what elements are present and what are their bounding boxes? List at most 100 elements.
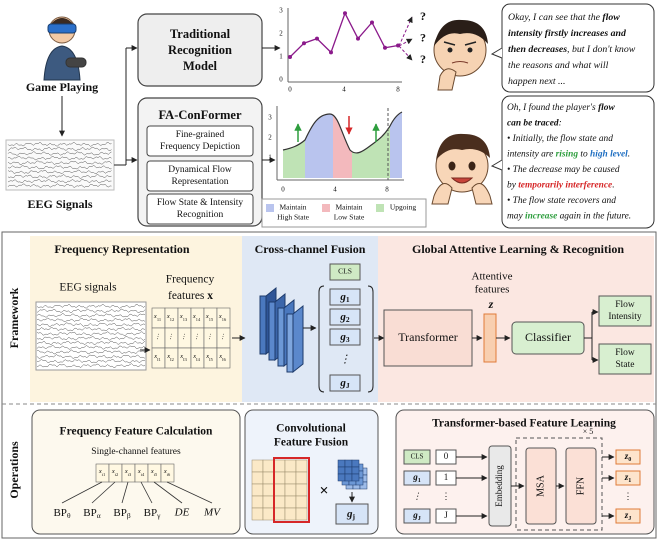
eeg-trace — [7, 165, 112, 170]
text-segment: the reasons and what will — [508, 60, 609, 71]
speech-line: • The flow state recovers and — [507, 195, 616, 206]
y-tick-label: 1 — [268, 154, 272, 162]
grid-cell — [262, 483, 275, 497]
mouth — [450, 177, 474, 184]
speech-line: may increase again in the future. — [507, 211, 631, 222]
eeg-trace — [36, 359, 146, 364]
grid-cell — [284, 495, 297, 509]
feature-cell-label: xi3 — [124, 468, 132, 477]
kernel-cell — [351, 459, 360, 468]
text-segment: temporarily interference — [518, 181, 612, 191]
trend-point — [329, 50, 333, 55]
label-base: x — [163, 468, 167, 475]
module-label: Representation — [172, 177, 229, 187]
token-box — [329, 328, 361, 346]
eeg-trace — [7, 183, 112, 189]
legend-swatch — [376, 204, 384, 212]
label-base: g — [339, 291, 346, 303]
output-label: State — [616, 360, 635, 370]
traditional-model-label: Recognition — [168, 43, 232, 57]
y-tick-label: 0 — [279, 76, 283, 84]
brow — [443, 41, 477, 46]
token-box — [329, 374, 361, 392]
state-region — [390, 112, 402, 178]
y-tick-label: 2 — [268, 134, 272, 142]
legend-label: High State — [277, 213, 310, 222]
token-box — [329, 308, 361, 326]
label-subscript: 1 — [628, 478, 631, 484]
label-subscript: γ — [156, 511, 161, 520]
grid-cell — [295, 483, 308, 497]
label-subscript: 3 — [346, 335, 350, 344]
feature-cell-label: xI4 — [192, 353, 200, 362]
speech-line: can be traced: — [507, 119, 562, 129]
eeg-trace — [36, 313, 146, 318]
features-label: features x — [168, 290, 213, 302]
subtitle: Single-channel features — [91, 446, 181, 457]
feature-cell-label: xi1 — [98, 468, 105, 477]
label-subscript: 16 — [222, 317, 227, 322]
label-subscript: 13 — [183, 317, 188, 322]
feature-cell-label: xi4 — [137, 468, 145, 477]
label-base: x — [98, 468, 102, 475]
label-subscript: I4 — [196, 357, 200, 362]
token-label: ⋮ — [413, 491, 422, 501]
token-label: ⋮ — [442, 491, 451, 501]
label-base: g — [339, 311, 346, 323]
token-label: zJ — [624, 510, 632, 522]
kernel-cell — [337, 473, 346, 482]
kernel-cell — [337, 459, 346, 468]
label-subscript: I3 — [183, 357, 187, 362]
feature-cell-label: ⋮ — [180, 333, 187, 340]
legend-swatch — [266, 204, 274, 212]
label-base: g — [346, 508, 353, 520]
eye — [447, 47, 453, 53]
speech-line: intensity are rising to high level. — [507, 150, 630, 160]
token-label: gJ — [412, 510, 421, 522]
grid-cell — [295, 471, 308, 485]
label-subscript: I6 — [222, 357, 226, 362]
text-segment: high level — [590, 150, 628, 160]
text-segment: x — [207, 290, 213, 302]
speech-line: happen next ... — [508, 76, 565, 87]
trend-line — [289, 11, 399, 58]
label-base: x — [166, 313, 170, 320]
token-label: g1 — [339, 291, 350, 304]
label-base: BP — [53, 507, 66, 519]
grid-cell — [251, 471, 264, 485]
trend-point — [370, 20, 374, 25]
eeg-panel — [35, 301, 147, 371]
token-label: g2 — [339, 311, 350, 324]
token-label: z0 — [624, 451, 632, 463]
label-subscript: α — [97, 511, 101, 520]
feature-cell-label: xI2 — [166, 353, 174, 362]
text-segment: may — [507, 212, 525, 222]
text-segment: rising — [556, 150, 579, 160]
dashed-arrow — [398, 45, 413, 61]
question-mark: ? — [420, 30, 426, 44]
eeg-trace — [7, 160, 112, 165]
feature-cell-label: x15 — [205, 313, 214, 322]
text-segment: to — [578, 150, 590, 160]
transformer-label: Transformer — [398, 330, 458, 344]
feature-cell-label: x13 — [179, 313, 188, 322]
x-tick-label: 4 — [333, 186, 337, 194]
label-base: g — [412, 472, 418, 482]
grid-cell — [262, 459, 275, 473]
label-subscript: 15 — [209, 317, 214, 322]
kernel-cell — [351, 466, 360, 475]
conv-block-face — [259, 295, 267, 355]
msa-label: MSA — [535, 474, 546, 496]
fa-conformer-title: FA-ConFormer — [158, 108, 242, 122]
label-subscript: i3 — [128, 472, 132, 477]
feature-cell-label: x14 — [192, 313, 201, 322]
token-label: g3 — [339, 331, 350, 344]
feature-cell-label: x11 — [153, 313, 161, 322]
feature-cell-label: xI6 — [218, 353, 226, 362]
grid-cell — [284, 483, 297, 497]
token-box — [403, 449, 431, 465]
label-base: x — [179, 313, 183, 320]
text-segment: , but I don't know — [567, 44, 636, 55]
kernel-cell — [344, 466, 353, 475]
